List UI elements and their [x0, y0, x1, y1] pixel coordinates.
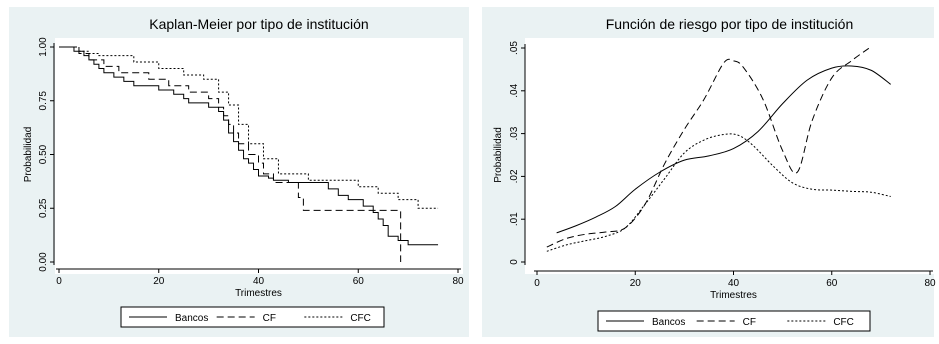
x-axis-label: Trimestres [235, 288, 282, 299]
x-tick-label: 80 [452, 276, 464, 287]
y-tick-label: 0 [509, 259, 520, 265]
hazard-chart: Función de riesgo por tipo de institució… [493, 16, 936, 332]
y-tick-label: 0.50 [38, 144, 49, 164]
series-line-cf [546, 46, 872, 248]
chart-title: Función de riesgo por tipo de institució… [606, 16, 853, 32]
y-tick-label: 0.75 [38, 91, 49, 111]
plot-area [525, 38, 934, 274]
legend-label-bancos: Bancos [652, 317, 685, 328]
y-tick-label: .04 [509, 83, 520, 97]
legend-label-cfc: CFC [350, 313, 371, 324]
y-tick-label: 1.00 [38, 37, 49, 57]
y-axis-label: Probabilidad [23, 127, 34, 183]
y-tick-label: .01 [509, 212, 520, 226]
series-line-bancos [556, 65, 891, 234]
series-line-cfc [546, 133, 891, 252]
chart-title: Kaplan-Meier por tipo de institución [149, 16, 368, 32]
x-tick-label: 40 [728, 278, 740, 289]
km-chart: Kaplan-Meier por tipo de institución 0 20 4… [23, 16, 464, 328]
y-tick-label: 0.25 [38, 198, 49, 218]
y-tick-label: .05 [509, 41, 520, 55]
series-line-bancos [59, 46, 439, 246]
legend-label-cf: CF [743, 317, 756, 328]
legend-label-cf: CF [263, 313, 276, 324]
series-line-cf [59, 46, 402, 262]
x-axis-label: Trimestres [710, 290, 757, 301]
hazard-chart-panel: Función de riesgo por tipo de institució… [482, 7, 936, 337]
x-tick-label: 60 [826, 278, 838, 289]
legend-label-bancos: Bancos [175, 313, 208, 324]
x-tick-label: 80 [924, 278, 936, 289]
y-tick-label: .03 [509, 126, 520, 140]
legend-label-cfc: CFC [833, 317, 854, 328]
x-tick-label: 60 [353, 276, 365, 287]
km-chart-panel: Kaplan-Meier por tipo de institución 0 20 4… [9, 7, 469, 337]
x-tick-label: 0 [534, 278, 540, 289]
x-tick-label: 40 [253, 276, 265, 287]
y-tick-label: 0.00 [38, 252, 49, 272]
series-line-cfc [59, 46, 439, 209]
x-tick-label: 20 [630, 278, 642, 289]
y-tick-label: .02 [509, 169, 520, 183]
x-tick-label: 20 [153, 276, 165, 287]
y-axis-label: Probabilidad [493, 127, 504, 183]
x-tick-label: 0 [56, 276, 62, 287]
